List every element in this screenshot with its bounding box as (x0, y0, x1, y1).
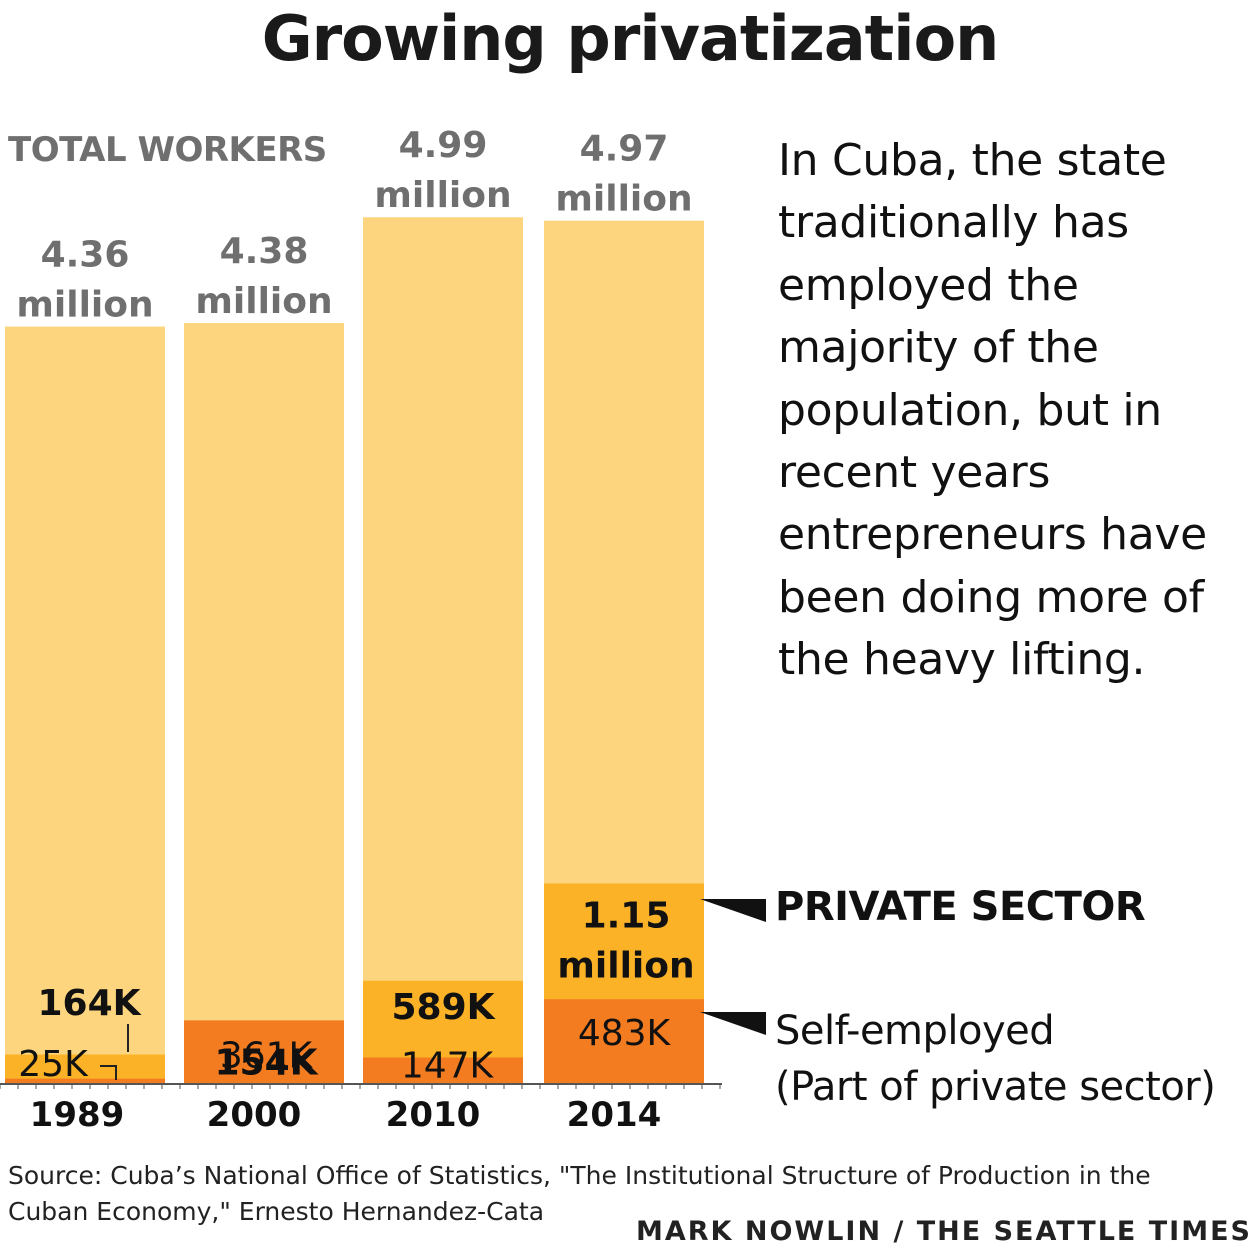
label-total-1989-line: 4.36 (41, 235, 130, 276)
label-total-2010-line: million (374, 175, 511, 216)
bar-self-employed-2014 (544, 999, 704, 1083)
label-self-employed-2014-line: 483K (578, 1013, 672, 1054)
label-private-2014-line: 1.15 (582, 895, 671, 936)
bars-group (0, 217, 722, 1089)
legend-private-sector: PRIVATE SECTOR (775, 884, 1146, 930)
legend-pointers (700, 899, 766, 1035)
label-private-1989: 164K (37, 983, 141, 1024)
chart-description: In Cuba, the state traditionally has emp… (778, 135, 1207, 686)
label-self-employed-1989: 25K (18, 1044, 89, 1085)
label-private-2010-line: 589K (391, 987, 495, 1028)
bar-self-employed-2010 (363, 1057, 523, 1083)
label-total-1989-line: million (16, 285, 153, 326)
leader-self-employed-1989 (100, 1065, 117, 1080)
pointer-self-employed (700, 1012, 766, 1035)
bar-total-2000 (184, 323, 344, 1083)
label-total-2014-line: 4.97 (580, 129, 669, 170)
chart-subtitle: TOTAL WORKERS (8, 130, 327, 170)
label-self-employed-2010-line: 147K (401, 1045, 495, 1086)
label-private-1989-line: 164K (37, 983, 141, 1024)
source-note: Source: Cuba’s National Office of Statis… (8, 1161, 1151, 1226)
bar-private-1989 (5, 1054, 165, 1083)
label-total-2010-line: 4.99 (399, 125, 488, 166)
label-total-2000-line: 4.38 (220, 231, 309, 272)
x-tick-1989: 1989 (30, 1095, 125, 1135)
x-tick-2000: 2000 (207, 1095, 302, 1135)
label-total-2000-line: million (195, 281, 332, 322)
label-private-2010: 589K (391, 987, 495, 1028)
credit-line: MARK NOWLIN / THE SEATTLE TIMES (636, 1216, 1252, 1247)
label-self-employed-1989-line: 25K (18, 1044, 89, 1085)
label-private-2014: 1.15 million (557, 895, 694, 986)
chart-title: Growing privatization (261, 2, 1000, 75)
bar-self-employed-2000 (184, 1020, 344, 1083)
label-private-2014-line: million (557, 945, 694, 986)
label-self-employed-2010: 147K (401, 1045, 495, 1086)
label-total-2010: 4.99 million (374, 125, 511, 216)
bar-total-1989 (5, 326, 165, 1083)
bar-self-employed-1989 (5, 1078, 165, 1083)
x-tick-2010: 2010 (386, 1095, 481, 1135)
label-self-employed-2000-line: 361K (220, 1035, 314, 1076)
labels-group: 4.36 million 164K 25K 1989 4.38 million 154K361… (16, 125, 694, 1135)
legend-self-employed-line2: (Part of private sector) (775, 1064, 1216, 1110)
label-total-2000: 4.38 million (195, 231, 332, 322)
label-private-2000-line: 154K (214, 1042, 318, 1083)
label-total-2014: 4.97 million (555, 129, 692, 220)
legend-self-employed-line1: Self-employed (775, 1008, 1055, 1054)
x-tick-2014: 2014 (567, 1095, 662, 1135)
bar-total-2010 (363, 217, 523, 1084)
legend-self-employed: Self-employed (Part of private sector) (775, 1003, 1216, 1115)
label-private-2000: 154K (214, 1042, 318, 1083)
label-self-employed-2014: 483K (578, 1013, 672, 1054)
label-total-1989: 4.36 million (16, 235, 153, 326)
pointer-private-sector (700, 899, 766, 922)
label-self-employed-2000: 361K (220, 1035, 314, 1076)
label-total-2014-line: million (555, 179, 692, 220)
